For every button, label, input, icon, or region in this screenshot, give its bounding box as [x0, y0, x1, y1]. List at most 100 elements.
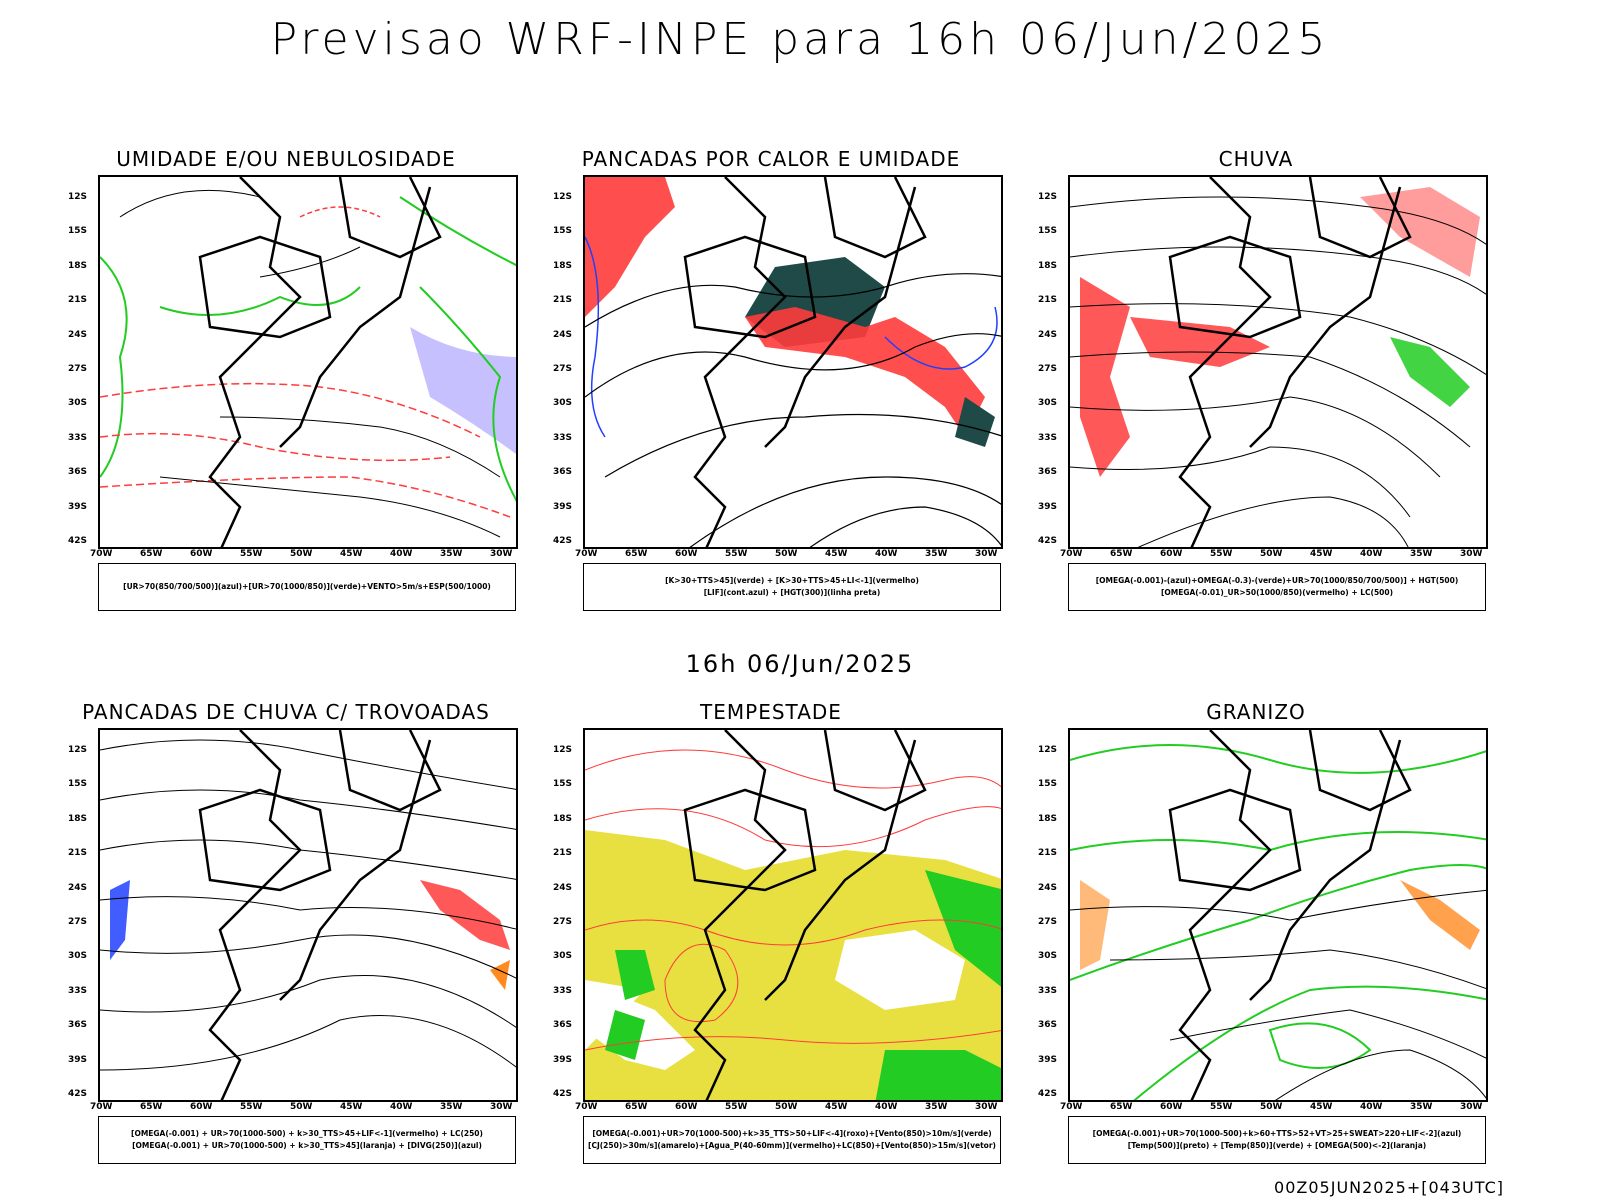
map-umidade-graphic	[100, 177, 516, 547]
map-trovoadas-graphic	[100, 730, 516, 1100]
map-tempestade	[583, 728, 1003, 1102]
lon-tick-label: 35W	[440, 1102, 463, 1112]
panel-umidade: UMIDADE E/OU NEBULOSIDADE [UR>70(850/700…	[56, 147, 518, 617]
panel-chuva: CHUVA [OMEGA(-0.001)-(azul)+OMEGA(-0.3)-…	[1026, 147, 1488, 617]
lon-tick-label: 40W	[390, 1102, 413, 1112]
lon-tick-label: 60W	[190, 549, 213, 559]
lon-tick-label: 40W	[875, 1102, 898, 1112]
lat-tick-label: 30S	[1038, 951, 1058, 962]
lon-tick-label: 60W	[675, 549, 698, 559]
lat-tick-label: 18S	[1038, 813, 1058, 824]
lon-tick-label: 65W	[1110, 1102, 1133, 1112]
lon-tick-label: 30W	[975, 549, 998, 559]
lon-tick-label: 45W	[1310, 1102, 1333, 1112]
panel-legend: [UR>70(850/700/500)](azul)+[UR>70(1000/8…	[98, 563, 516, 611]
panel-title: CHUVA	[1218, 147, 1294, 171]
lon-tick-label: 35W	[925, 549, 948, 559]
panel-trovoadas: PANCADAS DE CHUVA C/ TROVOADAS [OMEGA(-0…	[56, 700, 518, 1170]
lat-tick-label: 39S	[68, 501, 88, 512]
map-chuva	[1068, 175, 1488, 549]
panel-title: TEMPESTADE	[700, 700, 842, 724]
lat-tick-label: 39S	[553, 1054, 573, 1065]
panel-tempestade: TEMPESTADE [OMEGA(-0.001)+UR>70(1000-500…	[541, 700, 1003, 1170]
panel-title: GRANIZO	[1206, 700, 1306, 724]
lat-tick-label: 12S	[553, 745, 573, 755]
lat-tick-label: 36S	[68, 467, 88, 478]
legend-line: [OMEGA(-0.001)+UR>70(1000-500)+k>35_TTS>…	[592, 1129, 992, 1138]
lat-tick-label: 15S	[1038, 226, 1058, 237]
lat-tick-label: 24S	[68, 329, 88, 340]
page-subtitle: 16h 06/Jun/2025	[685, 650, 915, 678]
lon-tick-label: 70W	[1060, 549, 1083, 559]
legend-line: [Temp(500)](preto) + [Temp(850)](verde) …	[1127, 1141, 1427, 1150]
lat-tick-label: 42S	[1038, 536, 1058, 546]
lat-tick-label: 27S	[553, 917, 573, 927]
lat-tick-label: 42S	[553, 536, 573, 546]
lat-tick-label: 36S	[1038, 1020, 1058, 1031]
legend-line: [CJ(250)>30m/s](amarelo)+[Agua_P(40-60mm…	[588, 1141, 996, 1150]
lon-tick-label: 45W	[340, 1102, 363, 1112]
panel-legend: [OMEGA(-0.001)-(azul)+OMEGA(-0.3)-(verde…	[1068, 563, 1486, 611]
lat-tick-label: 42S	[553, 1089, 573, 1099]
lat-tick-label: 27S	[68, 917, 88, 927]
lon-tick-label: 30W	[1460, 1102, 1483, 1112]
map-granizo-graphic	[1070, 730, 1486, 1100]
map-trovoadas	[98, 728, 518, 1102]
lon-tick-label: 65W	[1110, 549, 1133, 559]
run-timestamp: 00Z05JUN2025+[043UTC]	[1274, 1178, 1504, 1197]
lat-tick-label: 15S	[68, 779, 88, 790]
lat-tick-label: 33S	[68, 985, 88, 996]
legend-line: [OMEGA(-0.001) + UR>70(1000-500) + k>30_…	[132, 1141, 482, 1150]
lat-tick-label: 39S	[553, 501, 573, 512]
lat-tick-label: 18S	[553, 260, 573, 271]
legend-line: [OMEGA(-0.001) + UR>70(1000-500) + k>30_…	[131, 1129, 483, 1138]
lat-tick-label: 15S	[553, 779, 573, 790]
lat-tick-label: 33S	[68, 432, 88, 443]
map-granizo	[1068, 728, 1488, 1102]
page-title: Previsao WRF-INPE para 16h 06/Jun/2025	[270, 14, 1330, 65]
lon-tick-label: 65W	[625, 1102, 648, 1112]
lon-tick-label: 55W	[1210, 549, 1233, 559]
legend-line: [OMEGA(-0.001)+UR>70(1000-500)+k>60+TTS>…	[1092, 1129, 1462, 1138]
lat-tick-label: 24S	[68, 882, 88, 893]
lat-tick-label: 33S	[553, 432, 573, 443]
lon-tick-label: 50W	[290, 1102, 313, 1112]
lon-tick-label: 70W	[90, 549, 113, 559]
lat-tick-label: 33S	[553, 985, 573, 996]
lat-tick-label: 42S	[68, 1089, 88, 1099]
map-pancadas-calor-graphic	[585, 177, 1001, 547]
lon-tick-label: 35W	[1410, 549, 1433, 559]
lat-tick-label: 21S	[1038, 848, 1058, 859]
lon-tick-label: 70W	[575, 549, 598, 559]
map-chuva-graphic	[1070, 177, 1486, 547]
lon-tick-label: 30W	[490, 549, 513, 559]
lat-tick-label: 12S	[68, 192, 88, 202]
lat-tick-label: 39S	[1038, 501, 1058, 512]
lat-tick-label: 15S	[553, 226, 573, 237]
lon-tick-label: 35W	[440, 549, 463, 559]
lon-tick-label: 65W	[140, 549, 163, 559]
lon-tick-label: 30W	[975, 1102, 998, 1112]
lon-tick-label: 65W	[140, 1102, 163, 1112]
lon-tick-label: 45W	[340, 549, 363, 559]
lon-tick-label: 50W	[775, 549, 798, 559]
lat-tick-label: 27S	[1038, 364, 1058, 374]
lon-tick-label: 70W	[90, 1102, 113, 1112]
lat-tick-label: 36S	[1038, 467, 1058, 478]
lon-tick-label: 30W	[490, 1102, 513, 1112]
panel-legend: [OMEGA(-0.001)+UR>70(1000-500)+k>35_TTS>…	[583, 1116, 1001, 1164]
lat-tick-label: 33S	[1038, 432, 1058, 443]
lat-tick-label: 39S	[68, 1054, 88, 1065]
lon-tick-label: 55W	[725, 549, 748, 559]
lat-tick-label: 24S	[1038, 329, 1058, 340]
lat-tick-label: 24S	[1038, 882, 1058, 893]
lon-tick-label: 55W	[1210, 1102, 1233, 1112]
panel-pancadas-calor: PANCADAS POR CALOR E UMIDADE [K>30+TTS>4…	[541, 147, 1003, 617]
lon-tick-label: 70W	[575, 1102, 598, 1112]
lat-tick-label: 33S	[1038, 985, 1058, 996]
map-umidade	[98, 175, 518, 549]
lon-tick-label: 45W	[1310, 549, 1333, 559]
lat-tick-label: 39S	[1038, 1054, 1058, 1065]
lat-tick-label: 36S	[553, 467, 573, 478]
lon-tick-label: 55W	[240, 549, 263, 559]
